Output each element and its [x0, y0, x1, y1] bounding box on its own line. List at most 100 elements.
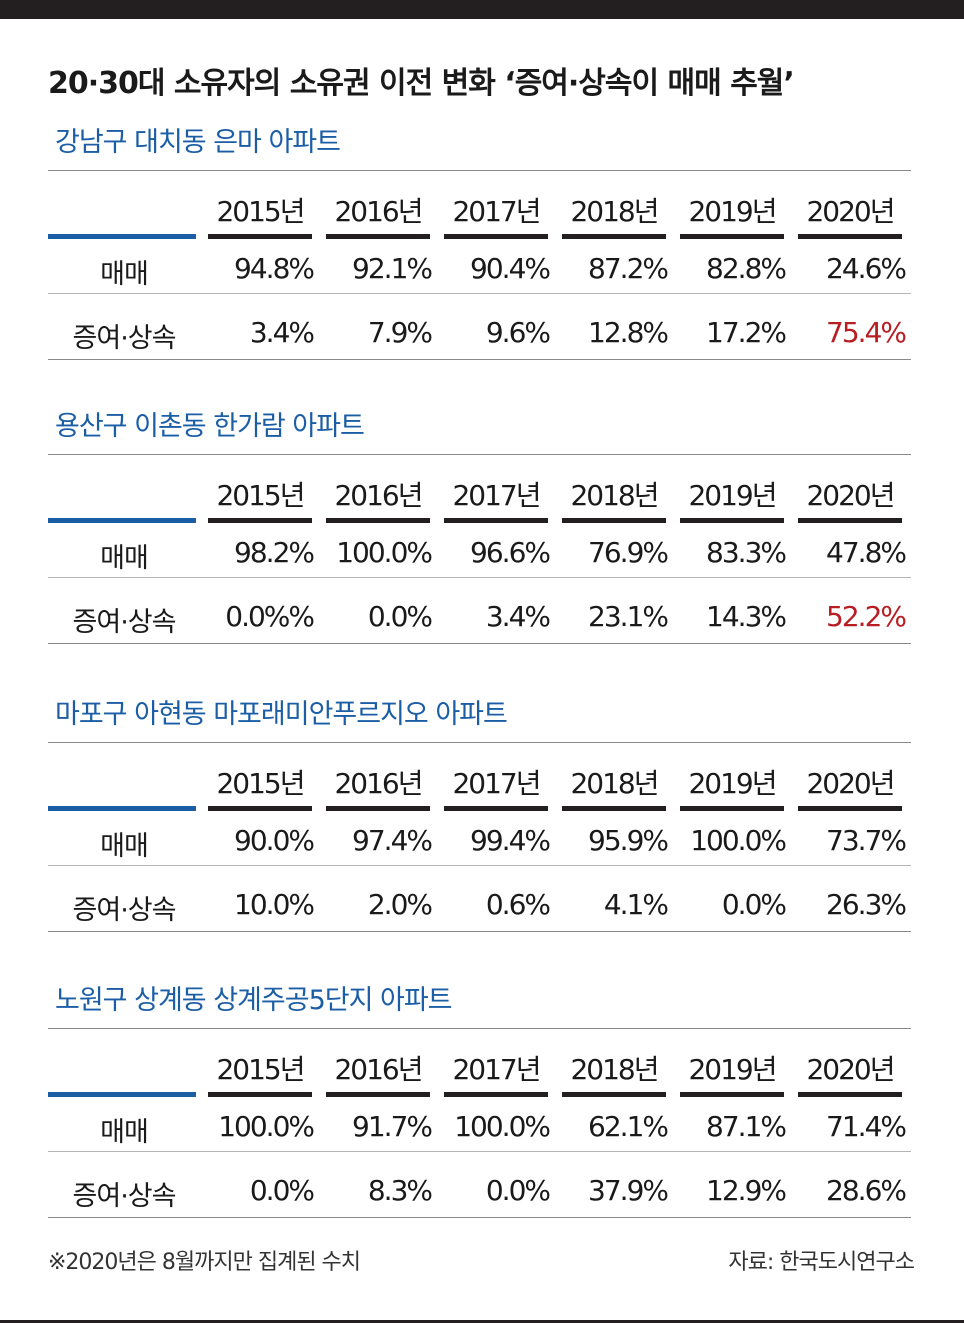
- row-label: 매매: [100, 1117, 149, 1148]
- section-title: 강남구 대치동 은마 아파트: [55, 127, 341, 158]
- table-cell: 92.1%: [352, 252, 433, 285]
- year-header: 2019년: [688, 767, 777, 800]
- main-title: 20·30대 소유자의 소유권 이전 변화 ‘증여·상속이 매매 추월’: [48, 66, 795, 101]
- year-header: 2016년: [334, 195, 423, 228]
- section-title: 용산구 이촌동 한가람 아파트: [55, 411, 365, 442]
- year-header: 2015년: [216, 479, 305, 512]
- table-cell: 12.8%: [588, 316, 669, 349]
- year-header: 2017년: [452, 195, 541, 228]
- row-label: 증여·상속: [72, 323, 177, 354]
- table-cell: 9.6%: [485, 316, 551, 349]
- table-cell: 0.0%%: [225, 600, 315, 633]
- year-header: 2020년: [806, 479, 895, 512]
- table-cell: 47.8%: [826, 536, 907, 569]
- table-cell: 71.4%: [826, 1110, 907, 1143]
- year-header-bar: [326, 806, 430, 811]
- table-cell: 0.6%: [485, 888, 551, 921]
- year-header: 2015년: [216, 1053, 305, 1086]
- year-header-bar: [208, 806, 312, 811]
- table-cell: 73.7%: [826, 824, 907, 857]
- label-column-accent-bar: [48, 806, 196, 811]
- year-header: 2019년: [688, 1053, 777, 1086]
- year-header-bar: [798, 234, 902, 239]
- table-cell: 0.0%: [249, 1174, 315, 1207]
- highlighted-table-cell: 52.2%: [826, 600, 907, 633]
- table-cell: 100.0%: [454, 1110, 551, 1143]
- table-cell: 26.3%: [826, 888, 907, 921]
- table-cell: 10.0%: [234, 888, 315, 921]
- row-label: 증여·상속: [72, 607, 177, 638]
- table-cell: 91.7%: [352, 1110, 433, 1143]
- year-header: 2018년: [570, 479, 659, 512]
- year-header: 2015년: [216, 767, 305, 800]
- table-cell: 96.6%: [470, 536, 551, 569]
- table-cell: 23.1%: [588, 600, 669, 633]
- year-header-bar: [798, 518, 902, 523]
- table-cell: 87.1%: [706, 1110, 787, 1143]
- year-header: 2016년: [334, 479, 423, 512]
- row-divider: [48, 170, 911, 171]
- table-cell: 3.4%: [485, 600, 551, 633]
- year-header-bar: [326, 234, 430, 239]
- row-divider: [48, 454, 911, 455]
- table-cell: 37.9%: [588, 1174, 669, 1207]
- table-cell: 95.9%: [588, 824, 669, 857]
- year-header: 2018년: [570, 767, 659, 800]
- table-cell: 0.0%: [367, 600, 433, 633]
- row-divider: [48, 865, 911, 866]
- row-divider: [48, 1217, 911, 1218]
- table-section: 마포구 아현동 마포래미안푸르지오 아파트 2015년 2016년 2017년 2018…: [0, 692, 964, 952]
- row-divider: [48, 931, 911, 932]
- table-cell: 99.4%: [470, 824, 551, 857]
- highlighted-table-cell: 75.4%: [826, 316, 907, 349]
- year-header-bar: [444, 806, 548, 811]
- table-cell: 97.4%: [352, 824, 433, 857]
- table-cell: 100.0%: [336, 536, 433, 569]
- year-header-bar: [562, 234, 666, 239]
- row-label: 매매: [100, 543, 149, 574]
- year-header-bar: [562, 518, 666, 523]
- year-header: 2018년: [570, 195, 659, 228]
- table-section: 용산구 이촌동 한가람 아파트 2015년 2016년 2017년 2018년 2019년…: [0, 404, 964, 664]
- year-header: 2019년: [688, 195, 777, 228]
- year-header: 2020년: [806, 767, 895, 800]
- table-cell: 3.4%: [249, 316, 315, 349]
- table-cell: 90.4%: [470, 252, 551, 285]
- row-divider: [48, 293, 911, 294]
- row-divider: [48, 643, 911, 644]
- year-header-bar: [798, 1092, 902, 1097]
- year-header: 2015년: [216, 195, 305, 228]
- year-header-bar: [798, 806, 902, 811]
- section-title: 마포구 아현동 마포래미안푸르지오 아파트: [55, 699, 508, 730]
- label-column-accent-bar: [48, 518, 196, 523]
- row-divider: [48, 1028, 911, 1029]
- table-cell: 94.8%: [234, 252, 315, 285]
- table-cell: 14.3%: [706, 600, 787, 633]
- table-cell: 0.0%: [721, 888, 787, 921]
- year-header-bar: [208, 1092, 312, 1097]
- table-section: 강남구 대치동 은마 아파트 2015년 2016년 2017년 2018년 2019년 2…: [0, 120, 964, 380]
- year-header-bar: [680, 1092, 784, 1097]
- year-header: 2019년: [688, 479, 777, 512]
- row-divider: [48, 742, 911, 743]
- label-column-accent-bar: [48, 234, 196, 239]
- year-header-bar: [208, 234, 312, 239]
- section-title: 노원구 상계동 상계주공5단지 아파트: [55, 985, 453, 1016]
- table-cell: 17.2%: [706, 316, 787, 349]
- year-header-bar: [326, 1092, 430, 1097]
- year-header-bar: [444, 1092, 548, 1097]
- year-header: 2016년: [334, 767, 423, 800]
- year-header-bar: [680, 234, 784, 239]
- table-cell: 83.3%: [706, 536, 787, 569]
- year-header: 2016년: [334, 1053, 423, 1086]
- row-label: 매매: [100, 259, 149, 290]
- table-cell: 76.9%: [588, 536, 669, 569]
- table-cell: 90.0%: [234, 824, 315, 857]
- source-credit: 자료: 한국도시연구소: [728, 1250, 915, 1275]
- year-header: 2018년: [570, 1053, 659, 1086]
- year-header-bar: [326, 518, 430, 523]
- footnote: ※2020년은 8월까지만 집계된 수치: [48, 1250, 361, 1275]
- year-header-bar: [562, 806, 666, 811]
- table-cell: 0.0%: [485, 1174, 551, 1207]
- row-divider: [48, 359, 911, 360]
